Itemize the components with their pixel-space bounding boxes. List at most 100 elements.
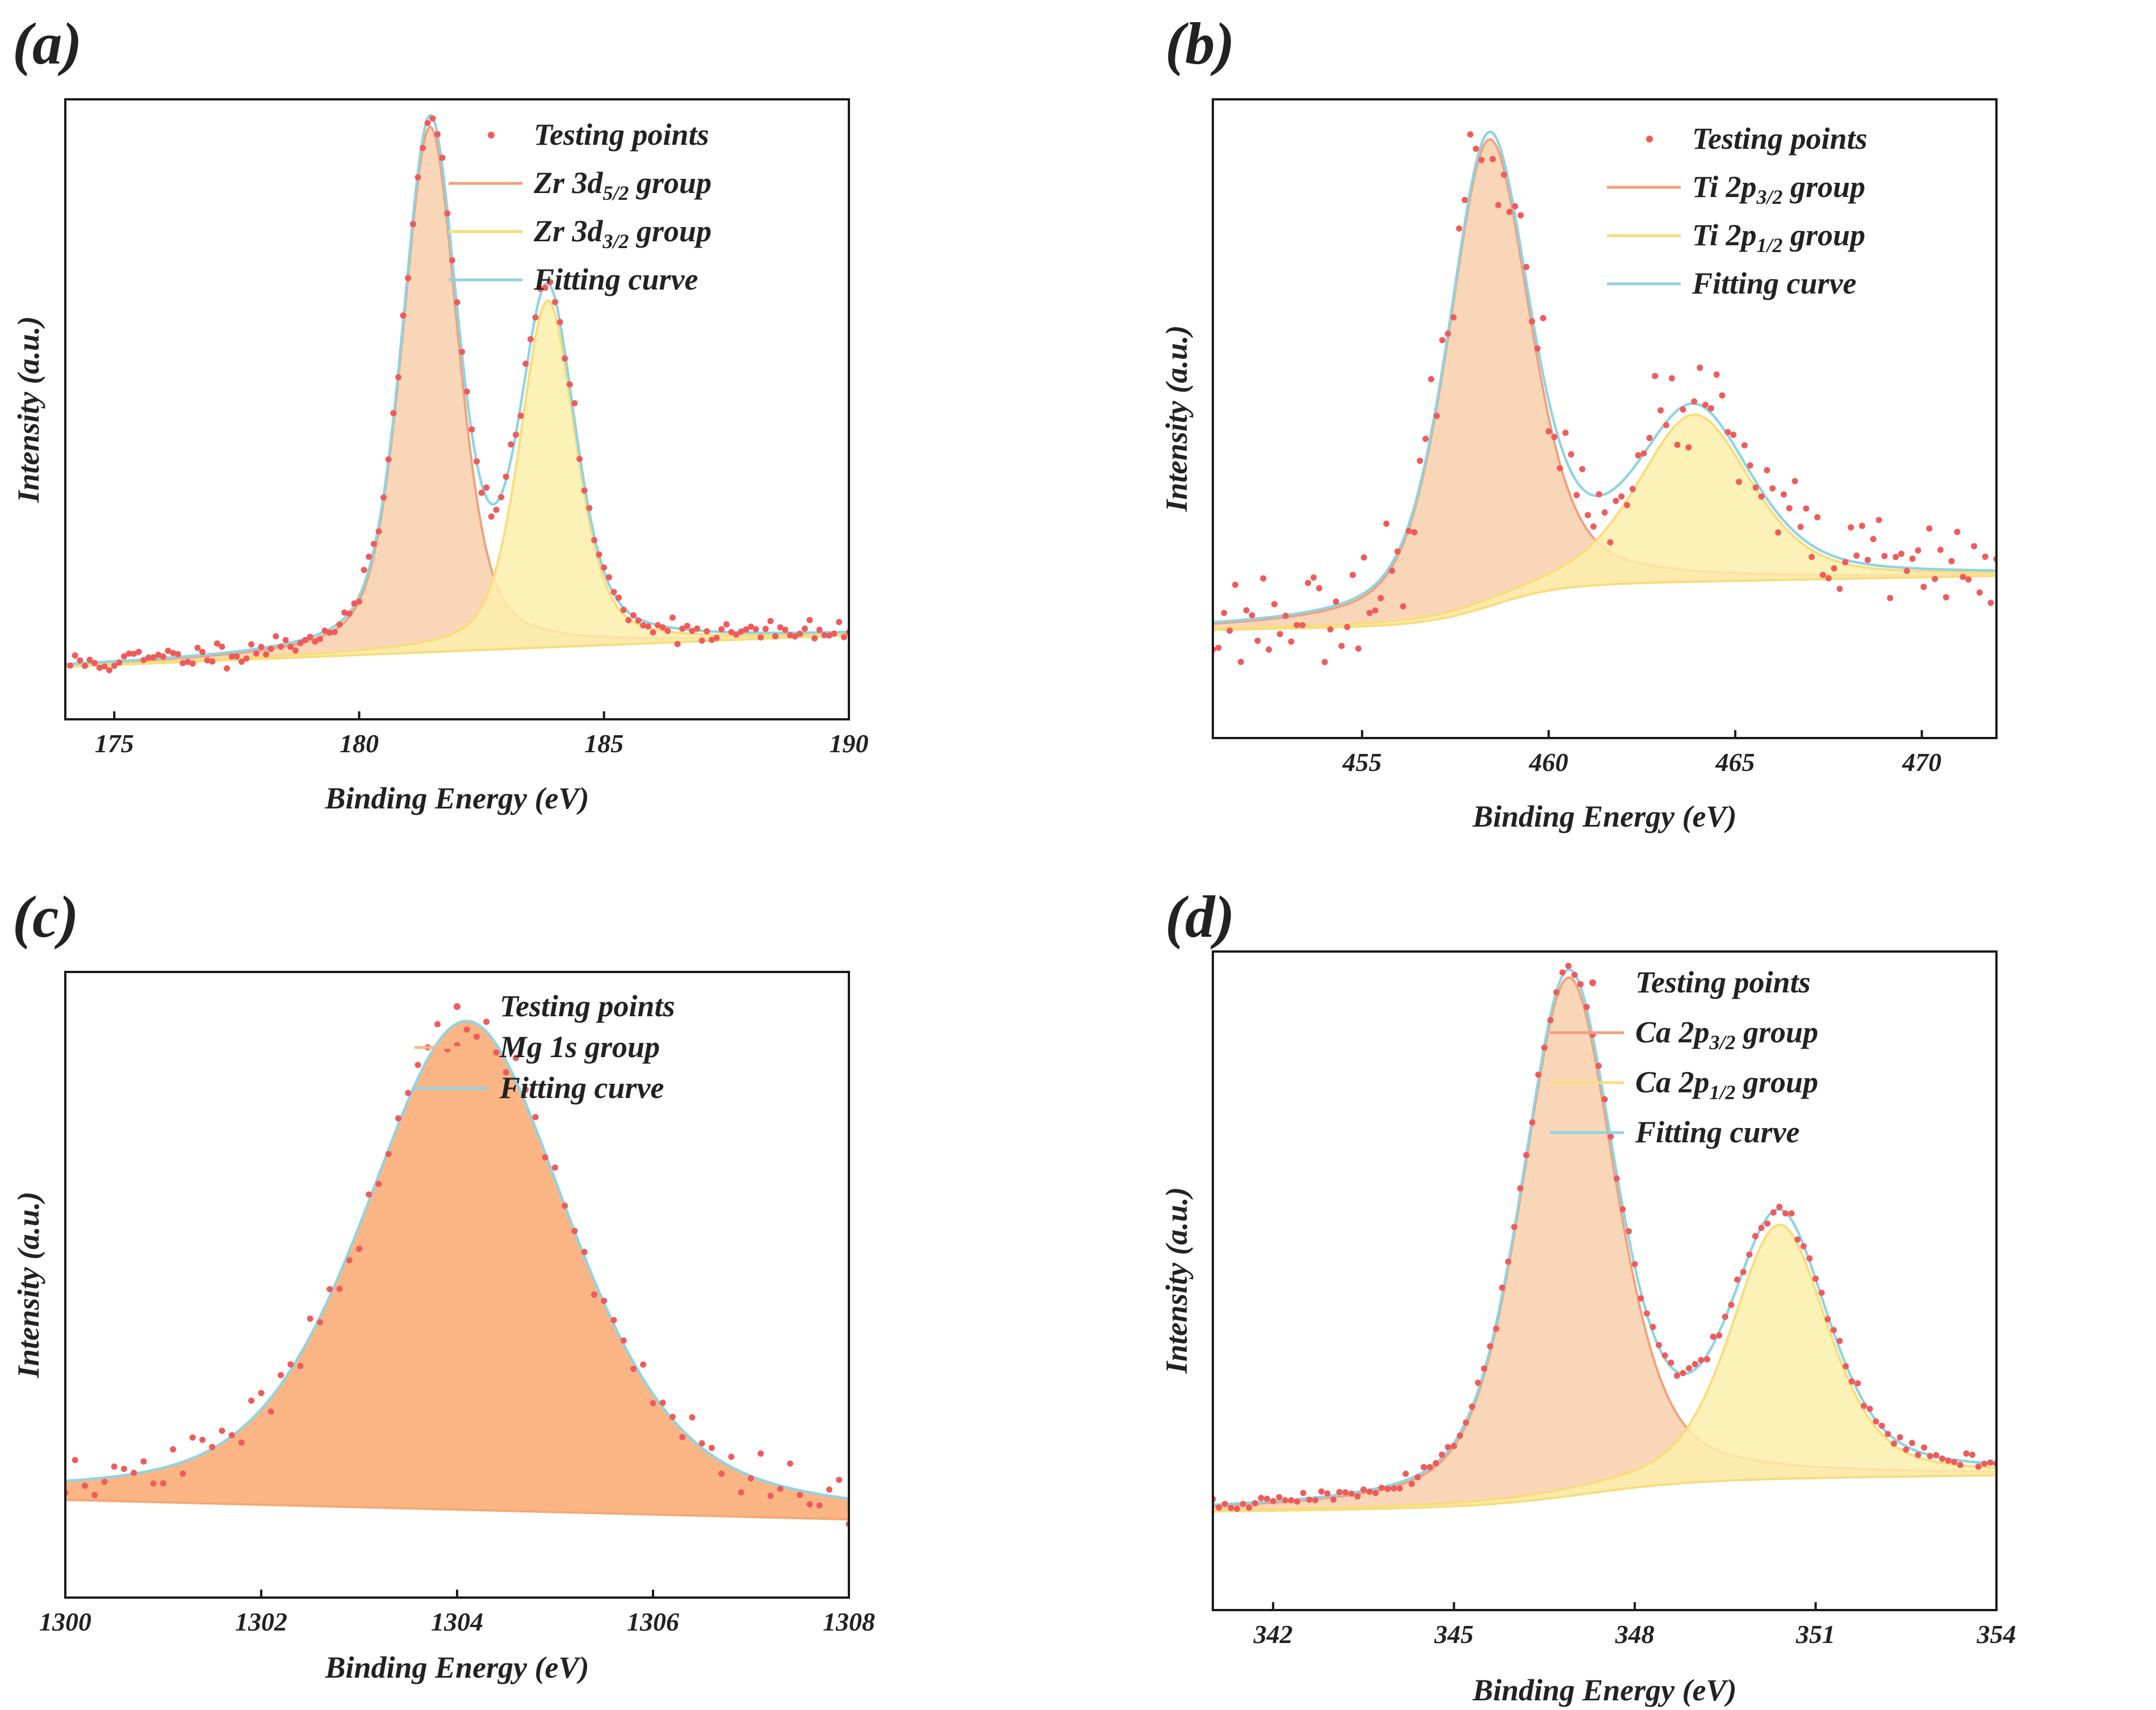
panel-b-point bbox=[1333, 598, 1339, 605]
panel-b-point bbox=[1652, 372, 1659, 379]
panel-b-point bbox=[1221, 610, 1228, 617]
panel-d-point bbox=[1686, 1365, 1693, 1372]
panel-b-point bbox=[1422, 435, 1429, 442]
panel-d-ylabel: Intensity (a.u.) bbox=[1159, 1187, 1194, 1374]
panel-d-point bbox=[1426, 1464, 1433, 1470]
panel-b-point bbox=[1378, 595, 1384, 602]
panel-d-point bbox=[1601, 1096, 1608, 1103]
panel-b-component-area-2 bbox=[1213, 414, 1996, 630]
panel-d-point bbox=[1403, 1470, 1409, 1477]
panel-c-xtick-label: 1302 bbox=[235, 1607, 287, 1636]
panel-c-point bbox=[826, 1486, 832, 1493]
panel-d-point bbox=[1577, 981, 1584, 988]
panel-c-legend: Testing points Mg 1s group Fitting curve bbox=[415, 989, 675, 1105]
panel-d-point bbox=[1704, 1356, 1710, 1363]
panel-b-xtick-label: 465 bbox=[1715, 748, 1755, 777]
panel-d-component-area-1 bbox=[1213, 977, 1996, 1512]
panel-b-point bbox=[1568, 451, 1575, 458]
panel-b-point bbox=[1372, 607, 1379, 614]
panel-a-legend-item: Testing points bbox=[488, 118, 709, 152]
panel-a-point bbox=[821, 632, 828, 639]
panel-d-point bbox=[1903, 1446, 1910, 1453]
panel-b-point bbox=[1775, 529, 1782, 536]
panel-b-point bbox=[1596, 491, 1602, 498]
panel-a-point bbox=[517, 412, 524, 419]
panel-b-point bbox=[1680, 406, 1686, 413]
panel-a-point bbox=[644, 623, 651, 630]
panel-a-point bbox=[757, 634, 764, 641]
panel-b-point bbox=[1747, 462, 1753, 469]
panel-d-point bbox=[1438, 1451, 1445, 1458]
panel-a-point bbox=[145, 654, 152, 661]
panel-d-label: (d) bbox=[1165, 883, 1234, 950]
panel-a-point bbox=[160, 653, 166, 660]
panel-b-point bbox=[1243, 607, 1250, 614]
panel-d-point bbox=[1818, 1289, 1825, 1296]
panel-b-point bbox=[1417, 458, 1424, 464]
panel-b-legend-label: Fitting curve bbox=[1692, 266, 1857, 300]
panel-c-point bbox=[709, 1444, 715, 1451]
panel-d-point bbox=[1848, 1378, 1855, 1385]
panel-b-point bbox=[1355, 645, 1362, 652]
panel-a-legend-point-marker bbox=[488, 132, 495, 139]
panel-b-point bbox=[1691, 398, 1698, 405]
panel-a-point bbox=[82, 663, 88, 669]
panel-a-point bbox=[312, 638, 319, 645]
panel-c-point bbox=[581, 1248, 588, 1255]
panel-d-point bbox=[1650, 1323, 1656, 1330]
panel-d-point bbox=[1692, 1361, 1698, 1368]
panel-c-point bbox=[571, 1227, 578, 1234]
panel-c-point bbox=[806, 1501, 813, 1508]
panel-b-point bbox=[1556, 465, 1563, 472]
panel-b-point bbox=[1529, 318, 1535, 325]
panel-a-legend-label: Zr 3d5/2 group bbox=[533, 166, 711, 204]
panel-a-point bbox=[77, 657, 83, 664]
panel-c-label: (c) bbox=[12, 883, 79, 950]
panel-a-point bbox=[527, 336, 534, 342]
panel-a-point bbox=[219, 643, 225, 650]
panel-d-point bbox=[1927, 1453, 1933, 1460]
panel-c-point bbox=[718, 1470, 725, 1477]
panel-d-point bbox=[1583, 1004, 1590, 1011]
panel-b-point bbox=[1842, 559, 1849, 565]
panel-a-point bbox=[806, 617, 813, 623]
panel-a-point bbox=[468, 426, 475, 433]
panel-b-point bbox=[1321, 659, 1328, 665]
panel-a-point bbox=[664, 627, 671, 634]
panel-a-point bbox=[694, 625, 701, 632]
panel-b-point bbox=[1819, 572, 1826, 579]
panel-b-point bbox=[1215, 644, 1222, 651]
panel-a-point bbox=[72, 652, 78, 659]
panel-a-point bbox=[513, 431, 519, 438]
panel-c-point bbox=[375, 1181, 382, 1187]
panel-d-point bbox=[1396, 1485, 1403, 1492]
panel-a-xtick-label: 180 bbox=[340, 729, 379, 758]
panel-b-point bbox=[1579, 466, 1586, 472]
panel-c-point bbox=[111, 1463, 118, 1470]
panel-c-legend-label: Fitting curve bbox=[499, 1071, 664, 1105]
panel-d-point bbox=[1782, 1210, 1789, 1217]
panel-a-plot-area: 175 180 185 190 bbox=[64, 98, 869, 758]
panel-d-point bbox=[1469, 1403, 1475, 1410]
panel-c-point bbox=[91, 1491, 98, 1498]
panel-b-point bbox=[1674, 442, 1681, 448]
panel-d-point bbox=[1921, 1444, 1928, 1451]
panel-a-point bbox=[826, 632, 832, 639]
panel-a-point bbox=[213, 640, 220, 647]
panel-d-component-line-2 bbox=[1213, 1223, 1996, 1512]
panel-c-point bbox=[483, 1019, 490, 1025]
panel-b-point bbox=[1635, 452, 1642, 459]
panel-d-point bbox=[1626, 1228, 1632, 1235]
panel-d-point bbox=[1812, 1275, 1819, 1282]
panel-c-xtick-label: 1304 bbox=[431, 1607, 483, 1636]
panel-b-point bbox=[1366, 610, 1373, 617]
panel-b-point bbox=[1960, 573, 1966, 580]
panel-b-point bbox=[1613, 497, 1619, 504]
panel-a-point bbox=[684, 623, 690, 629]
panel-c-point bbox=[150, 1480, 157, 1487]
panel-a-point bbox=[840, 634, 847, 640]
panel-c-point bbox=[797, 1491, 803, 1498]
panel-a-point bbox=[96, 664, 103, 671]
panel-a-point bbox=[630, 612, 637, 619]
panel-d: (d) Binding Energy (eV) Intensity (a.u.)… bbox=[1159, 883, 2016, 1707]
